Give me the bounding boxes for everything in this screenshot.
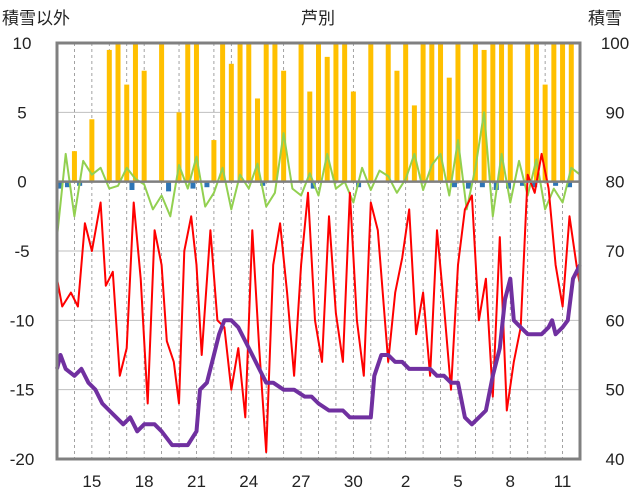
bar: [281, 70, 287, 182]
bar: [129, 181, 135, 190]
x-tick-label: 24: [239, 472, 258, 491]
bar: [254, 98, 260, 182]
bar: [89, 119, 95, 182]
bar: [525, 43, 531, 182]
bar: [204, 181, 210, 188]
y-left-tick-label: -5: [14, 242, 29, 261]
bar: [472, 43, 478, 182]
bar: [568, 43, 574, 182]
y-right-tick-label: 40: [606, 450, 625, 469]
x-tick-label: 8: [506, 472, 515, 491]
series-line: [55, 263, 582, 448]
bar: [124, 84, 130, 182]
bar: [176, 112, 182, 182]
y-left-tick-label: -15: [10, 381, 35, 400]
bar: [542, 84, 548, 182]
bar: [551, 43, 557, 182]
series-line: [56, 152, 581, 454]
bar: [310, 181, 316, 189]
left-axis-title: 積雪以外: [2, 9, 70, 28]
bar: [499, 43, 505, 182]
right-axis-title: 積雪: [588, 9, 622, 28]
bar: [507, 43, 513, 182]
bar: [237, 43, 243, 182]
bar: [342, 43, 348, 182]
bar: [260, 181, 266, 186]
bar: [506, 181, 512, 189]
bar: [553, 181, 559, 186]
y-right-tick-label: 50: [606, 381, 625, 400]
chart-title: 芦別: [301, 9, 335, 28]
bar: [411, 105, 417, 182]
bar: [246, 43, 252, 182]
bar: [190, 181, 196, 189]
bar: [560, 43, 566, 182]
x-tick-label: 2: [401, 472, 410, 491]
bar: [307, 91, 313, 182]
series-line: [56, 111, 581, 238]
bar: [533, 43, 539, 182]
bar: [490, 43, 496, 182]
bar: [519, 181, 525, 186]
x-tick-label: 5: [453, 472, 462, 491]
bar: [115, 43, 121, 182]
bar: [420, 43, 426, 182]
bar: [403, 43, 409, 182]
bar: [438, 43, 444, 182]
bar: [479, 181, 485, 188]
x-tick-label: 11: [554, 472, 572, 491]
y-left-tick-label: 5: [17, 103, 26, 122]
y-left-tick-label: -20: [10, 450, 35, 469]
x-tick-label: 21: [187, 472, 206, 491]
bar: [166, 181, 172, 192]
bar: [132, 43, 138, 182]
bar: [324, 56, 330, 182]
y-left-tick-label: 0: [17, 173, 26, 192]
y-right-tick-label: 60: [606, 311, 625, 330]
bar: [64, 181, 70, 188]
y-right-tick-label: 70: [606, 242, 625, 261]
y-left-tick-label: 10: [13, 34, 32, 53]
bar: [298, 43, 304, 182]
frame-border: [55, 41, 582, 461]
bar: [316, 43, 321, 182]
bar: [220, 43, 226, 182]
bar: [106, 49, 112, 182]
bar: [394, 70, 400, 182]
bar: [465, 181, 471, 189]
bar: [567, 181, 573, 188]
x-tick-label: 15: [82, 472, 101, 491]
bar: [385, 43, 391, 182]
bar: [532, 181, 538, 188]
x-tick-label: 18: [135, 472, 154, 491]
x-tick-label: 30: [344, 472, 363, 491]
line-series: [55, 111, 582, 454]
bar: [211, 140, 217, 182]
y-right-tick-label: 80: [606, 173, 625, 192]
x-tick-label: 27: [292, 472, 311, 491]
bar: [333, 43, 339, 182]
bar: [368, 43, 374, 182]
plot-frame: [55, 41, 582, 461]
bar: [429, 43, 435, 182]
bar: [228, 63, 234, 182]
bar: [263, 43, 269, 182]
bar: [185, 43, 191, 182]
bar: [141, 70, 147, 182]
bar: [455, 43, 461, 182]
bar: [193, 43, 199, 182]
y-right-tick-label: 90: [606, 103, 625, 122]
bar: [71, 151, 77, 182]
bar: [57, 181, 63, 189]
y-right-tick-label: 100: [601, 34, 629, 53]
bar: [451, 181, 457, 188]
bar: [159, 43, 165, 182]
bar: [272, 43, 278, 182]
bar: [446, 77, 452, 182]
bar: [350, 91, 356, 182]
y-left-tick-label: -10: [10, 311, 35, 330]
